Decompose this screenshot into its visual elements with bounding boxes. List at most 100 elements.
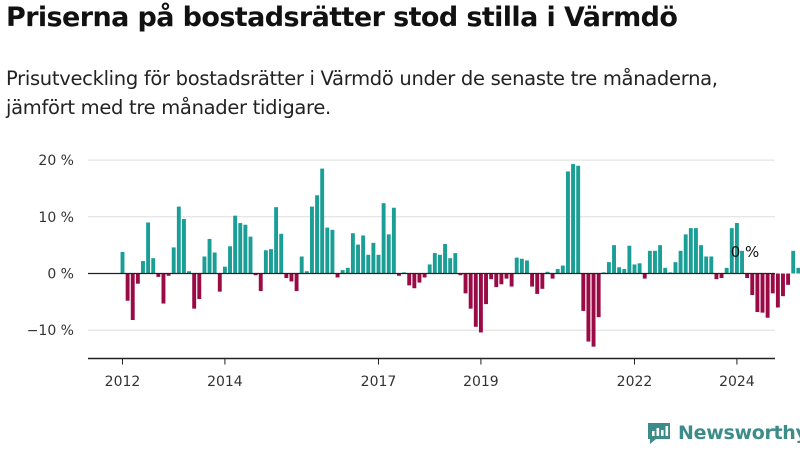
x-tick-label: 2022	[617, 374, 653, 390]
x-tick-label: 2014	[207, 374, 243, 390]
bar	[458, 273, 463, 276]
bar	[647, 250, 652, 274]
bar	[294, 273, 299, 292]
bar	[550, 273, 555, 279]
brand-name: Newsworthy	[678, 422, 800, 444]
bar	[356, 244, 360, 274]
bar	[791, 250, 796, 274]
chart-title: Priserna på bostadsrätter stod stilla i …	[6, 2, 678, 33]
bar	[166, 273, 171, 276]
bar	[422, 273, 427, 278]
bar	[156, 273, 161, 277]
bar	[581, 273, 586, 311]
bar	[750, 273, 755, 296]
bar	[699, 245, 704, 274]
bar	[197, 273, 202, 300]
bar	[330, 229, 335, 274]
bar	[745, 273, 750, 279]
bar	[161, 273, 166, 304]
bar	[525, 260, 529, 274]
bar	[248, 236, 253, 274]
bar	[258, 273, 263, 292]
bar	[504, 273, 509, 279]
bar	[345, 267, 350, 274]
bar	[381, 203, 386, 274]
bar	[678, 250, 683, 274]
bar	[391, 207, 396, 274]
bar	[653, 250, 657, 274]
bar	[612, 245, 616, 274]
bar	[617, 267, 622, 274]
bar	[253, 273, 258, 276]
bar	[627, 245, 632, 274]
brand-logo: Newsworthy	[646, 421, 800, 445]
bar	[269, 249, 273, 274]
bar	[632, 264, 637, 274]
y-tick-label: 20 %	[38, 153, 74, 169]
bar	[770, 273, 775, 294]
bar	[233, 215, 238, 274]
bar	[125, 273, 130, 301]
bar	[284, 273, 289, 279]
bar	[437, 254, 442, 274]
bar	[386, 234, 391, 274]
x-tick-label: 2024	[719, 374, 755, 390]
bar	[499, 273, 504, 285]
bar	[151, 258, 156, 274]
bar	[217, 273, 222, 292]
bar	[371, 242, 376, 274]
bar	[417, 273, 422, 283]
bars	[120, 164, 800, 347]
bar	[535, 273, 540, 294]
bar	[484, 273, 488, 305]
bar	[719, 273, 724, 279]
bar	[366, 254, 371, 274]
bar-chart: 20 % 10 % 0 % −10 % 2012 2014 2017 2019 2022 202…	[27, 153, 800, 390]
bar	[315, 195, 320, 274]
bar	[335, 273, 340, 278]
bar	[734, 223, 739, 274]
bar	[729, 228, 734, 274]
bar	[120, 251, 125, 274]
bar	[781, 273, 785, 297]
bar	[530, 273, 535, 287]
bar	[238, 223, 243, 274]
bar	[571, 164, 576, 274]
bar	[658, 245, 663, 274]
chart-subtitle: Prisutveckling för bostadsrätter i Värmd…	[6, 67, 718, 119]
bar	[207, 238, 212, 274]
latest-value-label: 0 %	[731, 243, 760, 261]
gridlines	[88, 159, 775, 331]
bar	[427, 264, 432, 274]
bar	[320, 168, 325, 274]
bar	[478, 273, 483, 333]
bar	[274, 207, 279, 274]
bar	[212, 252, 217, 274]
bar	[340, 270, 345, 274]
bar	[688, 228, 693, 274]
y-tick-label: 10 %	[38, 210, 74, 226]
y-axis-ticks: 20 % 10 % 0 % −10 %	[27, 153, 74, 339]
bar	[202, 256, 207, 274]
bar	[606, 262, 611, 274]
bar	[555, 268, 560, 274]
bar	[397, 273, 401, 276]
bar	[279, 233, 284, 274]
bar	[560, 265, 565, 274]
bar	[448, 258, 453, 274]
bar	[222, 266, 227, 274]
bar	[453, 253, 458, 274]
bar	[376, 254, 381, 274]
x-tick-label: 2017	[361, 374, 397, 390]
bar	[494, 273, 499, 288]
bar	[622, 268, 627, 274]
bar	[704, 256, 709, 274]
bar	[760, 273, 765, 313]
bar	[350, 233, 355, 274]
bar	[796, 267, 800, 274]
bar	[591, 273, 596, 347]
bar	[325, 227, 330, 274]
bar	[146, 222, 151, 274]
bar	[412, 273, 417, 289]
bar	[130, 273, 135, 320]
